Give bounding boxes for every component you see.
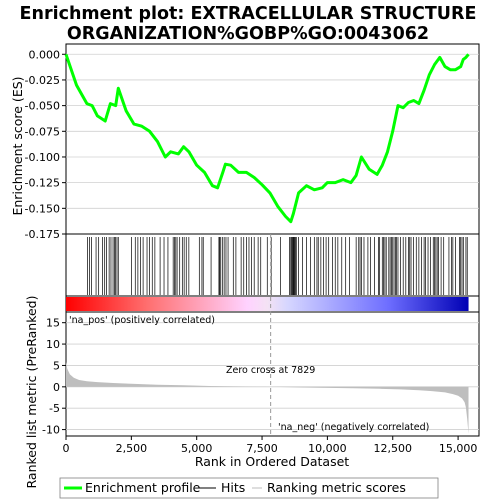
legend-enrichment-profile-label: Enrichment profile bbox=[85, 480, 201, 495]
metric-y-tick-label: 10 bbox=[46, 338, 60, 351]
es-y-tick-label: -0.100 bbox=[25, 151, 60, 164]
positive-correlation-label: 'na_pos' (positively correlated) bbox=[69, 315, 215, 326]
zero-cross-label: Zero cross at 7829 bbox=[226, 365, 315, 376]
legend-hits-label: Hits bbox=[221, 480, 245, 495]
legend-box bbox=[59, 477, 439, 499]
metric-y-tick-label: -5 bbox=[49, 402, 60, 415]
x-tick-label: 7,500 bbox=[246, 442, 278, 455]
es-y-tick-label: 0.000 bbox=[29, 48, 61, 61]
negative-correlation-label: 'na_neg' (negatively correlated) bbox=[278, 422, 429, 433]
gene-set-hits bbox=[87, 237, 468, 295]
es-y-tick-label: -0.150 bbox=[25, 202, 60, 215]
metric-panel-gridlines bbox=[66, 322, 479, 430]
x-axis-label: Rank in Ordered Dataset bbox=[195, 454, 349, 469]
x-tick-label: 0 bbox=[63, 442, 70, 455]
metric-y-tick-label: 0 bbox=[53, 381, 60, 394]
es-panel-gridlines bbox=[66, 53, 479, 209]
es-y-tick-label: -0.050 bbox=[25, 100, 60, 113]
metric-y-axis-label: Ranked list metric (PreRanked) bbox=[24, 296, 39, 489]
x-tick-label: 10,000 bbox=[308, 442, 347, 455]
metric-y-tick-label: 5 bbox=[53, 359, 60, 372]
x-tick-label: 2,500 bbox=[116, 442, 148, 455]
legend: Enrichment profile Hits Ranking metric s… bbox=[59, 477, 439, 499]
es-y-tick-label: -0.075 bbox=[25, 125, 60, 138]
chart-title-line-1: Enrichment plot: EXTRACELLULAR STRUCTURE bbox=[20, 4, 477, 24]
x-tick-label: 15,000 bbox=[439, 442, 478, 455]
enrichment-profile-line bbox=[64, 53, 470, 224]
es-y-tick-label: -0.025 bbox=[25, 74, 60, 87]
legend-ranking-metric-label: Ranking metric scores bbox=[267, 480, 406, 495]
hits-panel-frame bbox=[65, 233, 480, 297]
es-panel-frame bbox=[65, 43, 480, 235]
x-tick-label: 12,500 bbox=[373, 442, 412, 455]
metric-y-tick-label: -10 bbox=[42, 424, 60, 437]
es-y-tick-label: -0.125 bbox=[25, 177, 60, 190]
chart-title-line-2: ORGANIZATION%GOBP%GO:0043062 bbox=[67, 24, 429, 44]
metric-y-tick-label: 15 bbox=[46, 317, 60, 330]
x-axis-ticks: 0 2,500 5,000 7,500 10,000 12,500 15,000 bbox=[63, 436, 478, 455]
es-y-axis-ticks: 0.000 -0.025 -0.050 -0.075 -0.100 -0.125 -0.15… bbox=[25, 48, 66, 241]
metric-y-axis-ticks: 15 10 5 0 -5 -10 bbox=[42, 317, 66, 437]
x-tick-label: 5,000 bbox=[181, 442, 213, 455]
ranked-list-color-band bbox=[66, 297, 469, 311]
es-y-axis-label: Enrichment score (ES) bbox=[10, 76, 25, 215]
es-y-tick-label: -0.175 bbox=[25, 228, 60, 241]
